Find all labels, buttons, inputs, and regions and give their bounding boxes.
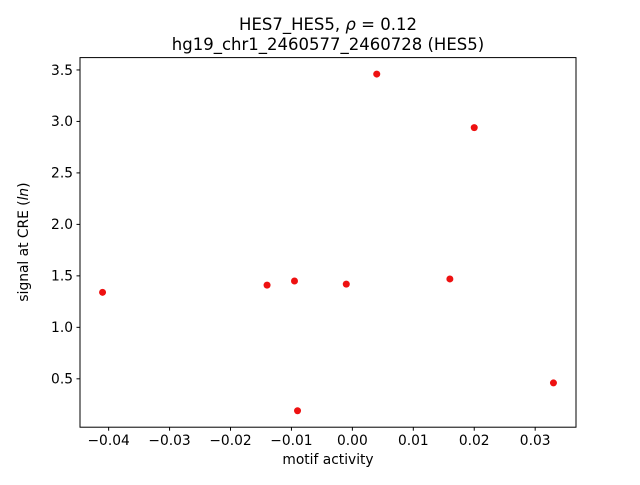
x-tick-label: 0.02 — [459, 433, 490, 449]
y-tick-label: 1.0 — [51, 320, 73, 336]
y-tick-label: 0.5 — [51, 372, 73, 388]
data-point — [263, 281, 271, 289]
x-tick-label: 0.00 — [337, 433, 368, 449]
data-point — [290, 277, 298, 285]
data-points — [99, 70, 557, 415]
y-tick-label: 2.0 — [51, 217, 73, 233]
x-tick-label: −0.01 — [270, 433, 312, 449]
chart-title-line2: hg19_chr1_2460577_2460728 (HES5) — [172, 35, 484, 55]
y-tick-label: 2.5 — [51, 166, 73, 182]
x-axis-ticks: −0.04 −0.03 −0.02 −0.01 0.00 0.01 0.02 0.03 — [87, 427, 551, 449]
y-tick-label: 3.0 — [51, 114, 73, 130]
y-axis-ticks: 0.5 1.0 1.5 2.0 2.5 3.0 3.5 — [51, 63, 80, 388]
data-point — [342, 280, 350, 288]
data-point — [294, 407, 302, 415]
x-tick-label: −0.04 — [87, 433, 129, 449]
data-point — [446, 275, 454, 283]
x-tick-label: −0.02 — [209, 433, 251, 449]
data-point — [373, 70, 381, 78]
y-axis-label: signal at CRE (ln) — [16, 182, 32, 301]
x-tick-label: 0.01 — [398, 433, 429, 449]
x-tick-label: 0.03 — [520, 433, 551, 449]
x-tick-label: −0.03 — [148, 433, 190, 449]
y-tick-label: 1.5 — [51, 269, 73, 285]
chart-title-line1: HES7_HES5, ρ = 0.12 — [239, 15, 417, 35]
data-point — [99, 288, 107, 296]
x-axis-label: motif activity — [282, 452, 373, 468]
data-point — [470, 124, 478, 132]
y-tick-label: 3.5 — [51, 63, 73, 79]
plot-area — [79, 57, 577, 428]
data-point — [549, 379, 557, 387]
